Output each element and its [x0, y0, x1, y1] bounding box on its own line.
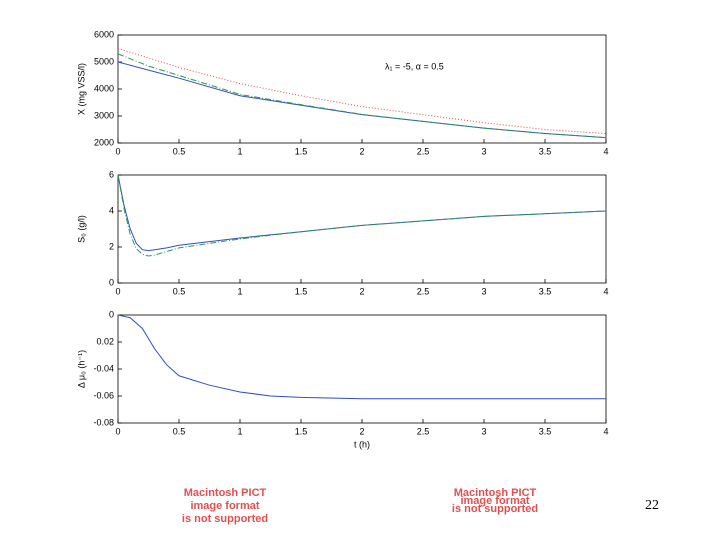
x-tick-label: 1: [237, 426, 242, 436]
x-tick-label: 1.5: [295, 146, 308, 156]
y-axis-label: S₀ (g/l): [76, 215, 86, 243]
x-tick-label: 0: [115, 286, 120, 296]
placeholder-text: image format: [460, 495, 529, 507]
placeholder-text: Macintosh PICT: [454, 487, 537, 499]
slide-number: 22: [645, 498, 659, 513]
y-axis-label: Δ μ₀ (h⁻¹): [76, 350, 86, 388]
x-tick-label: 2: [359, 146, 364, 156]
placeholder-text: is not supported: [182, 513, 268, 525]
x-tick-label: 2: [359, 426, 364, 436]
x-tick-label: 4: [603, 426, 608, 436]
x-tick-label: 3: [481, 286, 486, 296]
placeholder-text: is not supported: [452, 503, 538, 515]
y-tick-label: 4000: [94, 83, 114, 93]
placeholder-text: Macintosh PICT: [184, 487, 267, 499]
y-tick-label: -0.06: [93, 390, 114, 400]
y-tick-label: -0.08: [93, 417, 114, 427]
placeholder-text: image format: [190, 500, 259, 512]
y-tick-label: 0: [109, 309, 114, 319]
data-line: [117, 53, 607, 139]
x-tick-label: 0.5: [173, 426, 186, 436]
data-line: [117, 314, 606, 400]
y-tick-label: 4: [109, 205, 114, 215]
x-tick-label: 2.5: [417, 286, 430, 296]
x-tick-label: 0: [115, 146, 120, 156]
x-tick-label: 3: [481, 146, 486, 156]
x-tick-label: 2.5: [417, 426, 430, 436]
x-tick-label: 0.5: [173, 286, 186, 296]
data-line: [117, 61, 607, 139]
x-tick-label: 2: [359, 286, 364, 296]
axes-box: [117, 34, 607, 144]
x-tick-label: 0: [115, 426, 120, 436]
x-tick-label: 1: [237, 286, 242, 296]
y-tick-label: 6000: [94, 29, 114, 39]
y-tick-label: 6: [109, 169, 114, 179]
y-tick-label: 3000: [94, 110, 114, 120]
y-tick-label: -0.04: [93, 363, 114, 373]
data-line: [117, 174, 607, 252]
x-axis-label: t (h): [354, 439, 370, 449]
x-tick-label: 0.5: [173, 146, 186, 156]
y-tick-label: 0: [109, 277, 114, 287]
x-tick-label: 3.5: [539, 426, 552, 436]
data-line: [117, 48, 607, 135]
x-tick-label: 1.5: [295, 426, 308, 436]
x-tick-label: 3: [481, 426, 486, 436]
data-line: [117, 174, 607, 257]
y-axis-label: X (mg VSS/l): [76, 63, 86, 115]
y-tick-label: 2000: [94, 137, 114, 147]
y-tick-label: 2: [109, 241, 114, 251]
axes-box: [117, 174, 607, 284]
y-tick-label: 5000: [94, 56, 114, 66]
axes-box: [117, 314, 607, 424]
x-tick-label: 2.5: [417, 146, 430, 156]
y-tick-label: 0.02: [96, 336, 114, 346]
x-tick-label: 3.5: [539, 286, 552, 296]
x-tick-label: 1: [237, 146, 242, 156]
x-tick-label: 3.5: [539, 146, 552, 156]
annotation: λ₁ = -5, α = 0.5: [385, 61, 444, 71]
x-tick-label: 4: [603, 286, 608, 296]
x-tick-label: 1.5: [295, 286, 308, 296]
x-tick-label: 4: [603, 146, 608, 156]
